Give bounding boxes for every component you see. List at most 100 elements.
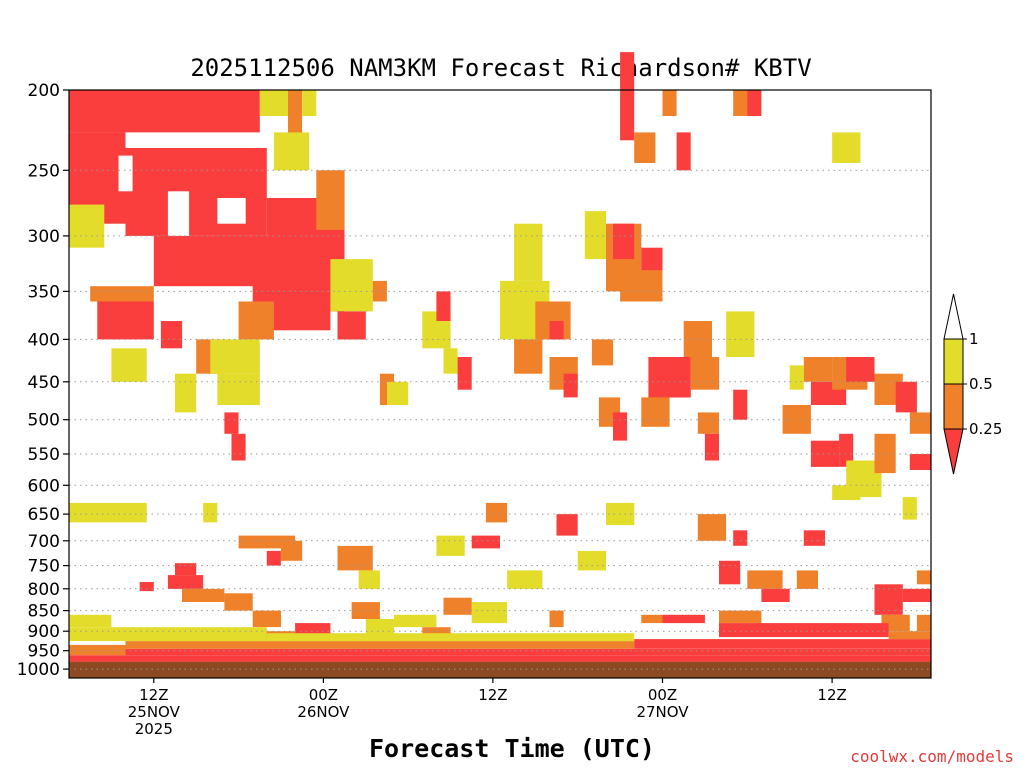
y-tick-label: 950 xyxy=(28,642,60,662)
ri-cell xyxy=(167,191,190,236)
ri-cell xyxy=(203,502,218,523)
ri-cell xyxy=(97,301,154,340)
x-tick-label: 00Z xyxy=(309,686,338,704)
ri-cell xyxy=(577,550,606,571)
ri-cell xyxy=(224,593,253,611)
ri-cell xyxy=(789,365,804,390)
x-tick-label: 00Z xyxy=(648,686,677,704)
ri-cell xyxy=(217,198,246,224)
ri-cell xyxy=(485,502,508,523)
ri-cell xyxy=(471,602,507,624)
ri-cell xyxy=(210,339,260,374)
ri-cell xyxy=(690,357,720,390)
ri-cell xyxy=(365,619,395,636)
ri-cell xyxy=(719,623,889,638)
ri-cell xyxy=(69,502,147,523)
ri-cell xyxy=(337,311,366,340)
ri-cell xyxy=(916,614,931,632)
ri-cell xyxy=(125,641,635,649)
ri-cell xyxy=(676,132,691,171)
ri-cell xyxy=(295,623,331,636)
ri-cell xyxy=(832,132,861,163)
ri-cell xyxy=(803,530,825,546)
ri-cell xyxy=(549,610,564,628)
x-tick-label: 2025 xyxy=(135,720,173,738)
ri-cell xyxy=(613,223,635,260)
ri-cell xyxy=(563,373,578,398)
ri-cell xyxy=(153,235,260,287)
y-tick-label: 400 xyxy=(28,330,60,350)
y-tick-label: 850 xyxy=(28,602,60,622)
x-tick-label: 25NOV xyxy=(128,703,181,721)
legend-swatch xyxy=(943,338,964,385)
y-tick-label: 1000 xyxy=(17,660,60,680)
ground-band xyxy=(69,661,931,678)
ri-cell xyxy=(224,412,239,434)
ri-cell xyxy=(514,223,543,281)
ri-cell xyxy=(273,132,310,171)
ri-cell xyxy=(909,412,931,434)
ri-cell xyxy=(747,570,783,589)
ri-cell xyxy=(733,530,748,546)
y-tick-label: 350 xyxy=(28,282,60,302)
ri-cell xyxy=(803,357,833,382)
ri-cell xyxy=(351,602,380,619)
ri-cell xyxy=(443,348,458,374)
site-credit: coolwx.com/models xyxy=(850,747,1014,766)
ri-cell xyxy=(252,610,281,628)
ri-cell xyxy=(549,321,564,340)
ri-cell xyxy=(182,588,225,602)
ri-cell xyxy=(634,639,931,649)
y-tick-label: 200 xyxy=(28,81,60,101)
ri-cell xyxy=(118,155,133,192)
x-axis-label: Forecast Time (UTC) xyxy=(369,734,655,763)
x-tick-label: 12Z xyxy=(478,686,507,704)
y-tick-label: 450 xyxy=(28,373,60,393)
ri-cell xyxy=(125,648,931,656)
x-tick-label: 12Z xyxy=(139,686,168,704)
ri-cell xyxy=(909,454,931,470)
ri-cell xyxy=(238,301,274,340)
ri-cell xyxy=(697,412,719,434)
ri-cell xyxy=(662,614,705,624)
ri-cell xyxy=(436,535,465,556)
ri-cell xyxy=(266,633,635,642)
legend-label: 0.25 xyxy=(969,420,1002,438)
ri-cell xyxy=(719,610,762,624)
ri-cell xyxy=(902,497,917,520)
y-tick-label: 300 xyxy=(28,227,60,247)
y-tick-label: 600 xyxy=(28,476,60,496)
ri-cell xyxy=(372,280,387,302)
ri-cell xyxy=(69,655,931,662)
ri-cell xyxy=(69,644,126,656)
color-legend: 1 0.5 0.25 xyxy=(943,293,1002,475)
ri-cell xyxy=(111,348,147,382)
x-tick-label: 26NOV xyxy=(297,703,350,721)
ri-cell xyxy=(69,204,105,248)
ri-cell xyxy=(507,570,543,589)
ri-cell xyxy=(238,535,296,549)
ri-cell xyxy=(69,90,260,133)
y-tick-label: 750 xyxy=(28,557,60,577)
ri-cell xyxy=(591,339,614,366)
y-tick-label: 900 xyxy=(28,622,60,642)
ri-cell xyxy=(175,563,197,576)
ri-cell xyxy=(747,90,762,116)
ri-cell xyxy=(704,433,719,461)
ri-cell xyxy=(266,550,281,566)
ri-cell xyxy=(662,90,677,116)
legend-label: 0.5 xyxy=(969,375,993,393)
ri-cell xyxy=(358,570,380,589)
ri-cell xyxy=(874,584,903,615)
ri-cell xyxy=(733,389,748,420)
ri-cell xyxy=(895,381,917,413)
ri-cell xyxy=(641,614,663,624)
y-tick-label: 250 xyxy=(28,161,60,181)
ri-cell xyxy=(330,259,373,312)
y-tick-label: 800 xyxy=(28,580,60,600)
ri-cell xyxy=(167,575,204,589)
ri-cell xyxy=(436,291,451,321)
legend-swatch xyxy=(943,383,964,430)
ri-cell xyxy=(648,357,691,398)
heatmap-cells xyxy=(69,52,931,678)
